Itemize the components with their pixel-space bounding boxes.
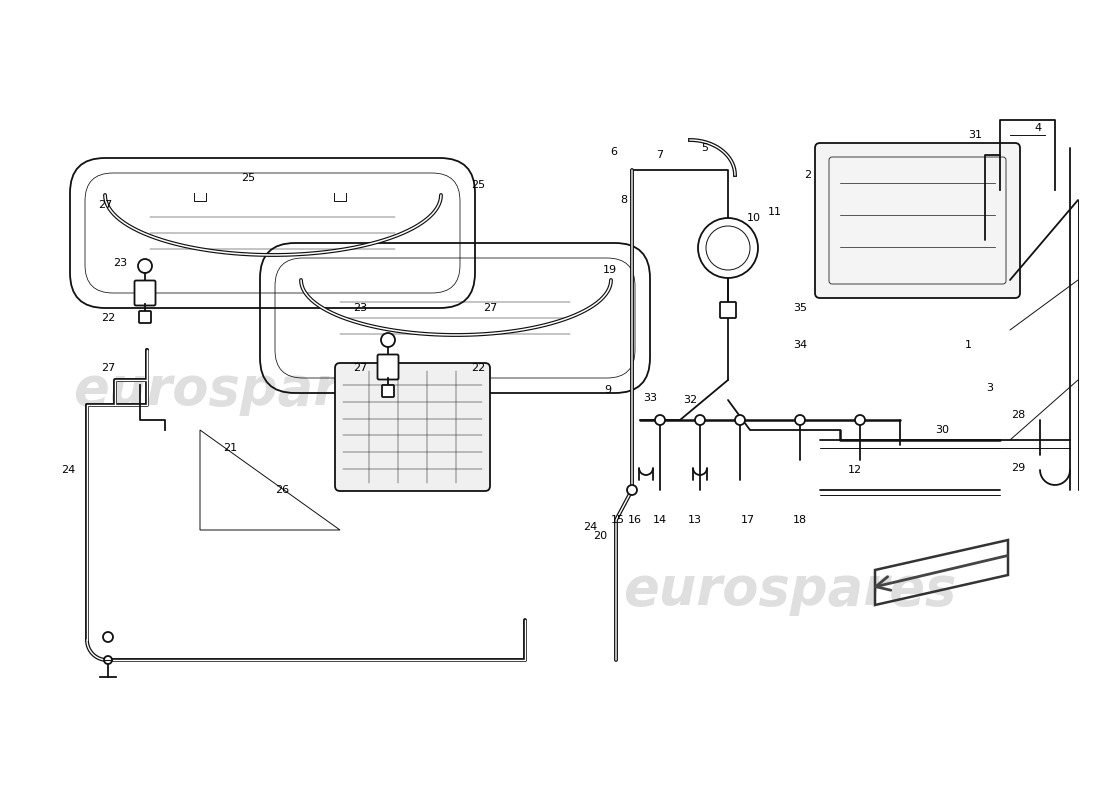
FancyBboxPatch shape	[720, 302, 736, 318]
Text: 28: 28	[1011, 410, 1025, 420]
Text: 24: 24	[583, 522, 597, 532]
Text: 20: 20	[593, 531, 607, 541]
Text: 11: 11	[768, 207, 782, 217]
Text: 25: 25	[471, 180, 485, 190]
Text: 12: 12	[848, 465, 862, 475]
Text: 21: 21	[223, 443, 238, 453]
FancyBboxPatch shape	[382, 385, 394, 397]
Text: 18: 18	[793, 515, 807, 525]
Text: 25: 25	[241, 173, 255, 183]
Text: 29: 29	[1011, 463, 1025, 473]
Text: 2: 2	[804, 170, 812, 180]
Text: 15: 15	[610, 515, 625, 525]
Text: 22: 22	[101, 313, 116, 323]
Text: 33: 33	[644, 393, 657, 403]
Text: 35: 35	[793, 303, 807, 313]
Text: 6: 6	[610, 147, 617, 157]
Text: 27: 27	[101, 363, 116, 373]
Circle shape	[104, 656, 112, 664]
Text: 26: 26	[275, 485, 289, 495]
Text: 3: 3	[987, 383, 993, 393]
Text: 27: 27	[483, 303, 497, 313]
Circle shape	[795, 415, 805, 425]
Text: 17: 17	[741, 515, 755, 525]
FancyBboxPatch shape	[139, 311, 151, 323]
Text: 32: 32	[683, 395, 697, 405]
Text: 4: 4	[1034, 123, 1042, 133]
Text: 13: 13	[688, 515, 702, 525]
FancyBboxPatch shape	[377, 354, 398, 379]
Text: 27: 27	[353, 363, 367, 373]
FancyBboxPatch shape	[815, 143, 1020, 298]
Text: 24: 24	[60, 465, 75, 475]
Circle shape	[855, 415, 865, 425]
FancyBboxPatch shape	[336, 363, 490, 491]
Text: 31: 31	[968, 130, 982, 140]
FancyBboxPatch shape	[134, 281, 155, 306]
Text: 27: 27	[98, 200, 112, 210]
Text: 19: 19	[603, 265, 617, 275]
Text: 5: 5	[702, 143, 708, 153]
Circle shape	[381, 333, 395, 347]
Text: 30: 30	[935, 425, 949, 435]
Circle shape	[103, 632, 113, 642]
Circle shape	[654, 415, 666, 425]
Text: 22: 22	[471, 363, 485, 373]
Text: eurospares: eurospares	[624, 564, 957, 616]
Circle shape	[138, 259, 152, 273]
Circle shape	[627, 485, 637, 495]
Text: 7: 7	[657, 150, 663, 160]
Circle shape	[735, 415, 745, 425]
Text: 10: 10	[747, 213, 761, 223]
Circle shape	[698, 218, 758, 278]
Text: 8: 8	[620, 195, 628, 205]
Text: 23: 23	[113, 258, 128, 268]
Text: 23: 23	[353, 303, 367, 313]
Text: 9: 9	[604, 385, 612, 395]
Text: eurospares: eurospares	[74, 364, 407, 416]
Text: 16: 16	[628, 515, 642, 525]
Circle shape	[695, 415, 705, 425]
Text: 1: 1	[965, 340, 971, 350]
Text: 34: 34	[793, 340, 807, 350]
Text: 14: 14	[653, 515, 667, 525]
